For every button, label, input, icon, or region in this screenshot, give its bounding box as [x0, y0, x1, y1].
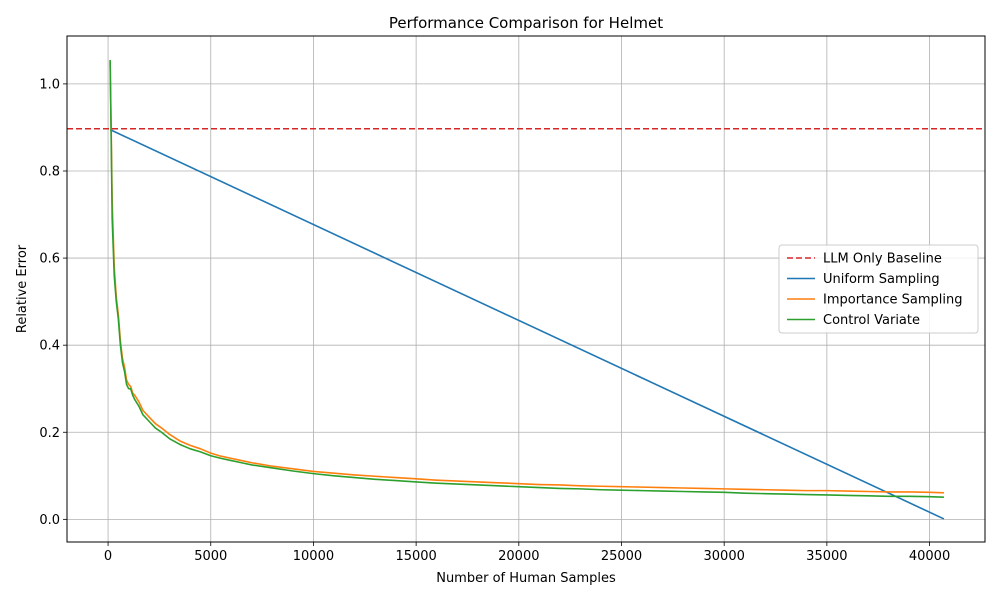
y-tick-label: 0.6 — [39, 252, 60, 267]
series-line-control-variate — [109, 59, 944, 498]
legend-label: LLM Only Baseline — [823, 252, 942, 267]
y-tick-label: 0.8 — [39, 164, 60, 179]
legend-label: Uniform Sampling — [823, 272, 940, 287]
x-tick-label: 5000 — [194, 549, 227, 564]
axis-ticks: 0 5000 10000 15000 20000 25000 30000 35000 40000… — [39, 77, 950, 564]
y-tick-label: 1.0 — [39, 77, 60, 92]
x-tick-label: 30000 — [704, 549, 745, 564]
legend-label: Control Variate — [823, 313, 920, 328]
x-tick-label: 15000 — [395, 549, 436, 564]
series-lines — [67, 59, 985, 520]
series-line-uniform-sampling — [109, 128, 945, 520]
y-tick-label: 0.4 — [39, 339, 60, 354]
legend: LLM Only Baseline Uniform Sampling Importa… — [778, 244, 979, 334]
x-tick-label: 10000 — [293, 549, 334, 564]
x-tick-label: 25000 — [601, 549, 642, 564]
x-axis-label: Number of Human Samples — [436, 571, 616, 586]
legend-box — [778, 244, 979, 334]
x-tick-label: 0 — [104, 549, 112, 564]
x-tick-label: 35000 — [806, 549, 847, 564]
legend-label: Importance Sampling — [823, 293, 962, 308]
x-tick-label: 20000 — [498, 549, 539, 564]
y-tick-label: 0.2 — [39, 426, 60, 441]
chart-title: Performance Comparison for Helmet — [389, 14, 663, 32]
axes-frame — [66, 35, 986, 543]
series-line-importance-sampling — [109, 62, 944, 494]
y-axis-label: Relative Error — [15, 244, 30, 333]
x-tick-label: 40000 — [909, 549, 950, 564]
y-tick-label: 0.0 — [39, 513, 60, 528]
grid-lines — [67, 36, 985, 542]
